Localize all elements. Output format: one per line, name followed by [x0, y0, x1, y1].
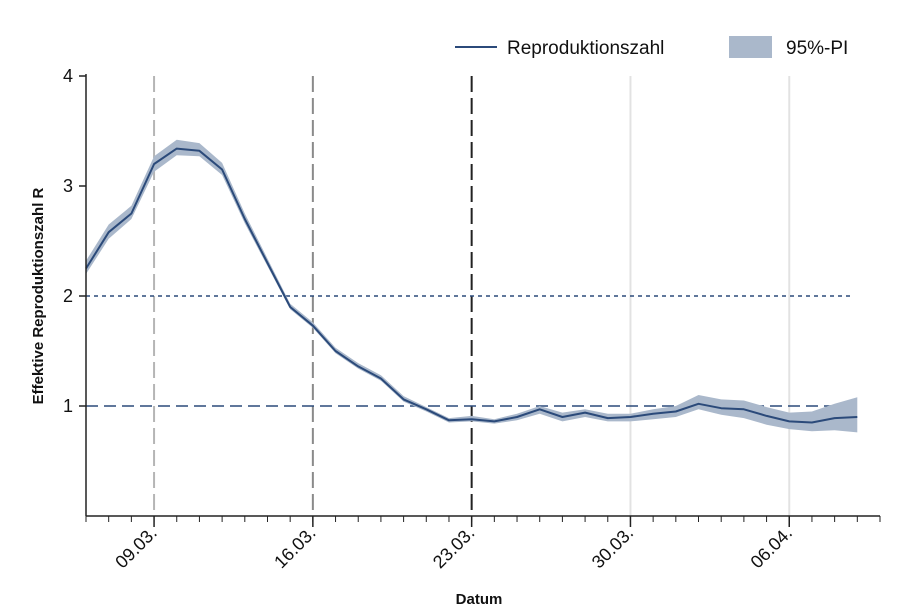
x-tick-label-09.03.: 09.03.	[111, 523, 161, 573]
x-tick-label-16.03.: 16.03.	[270, 523, 320, 573]
series-line-layer	[85, 147, 858, 424]
legend-label-95-pi: 95%-PI	[786, 38, 848, 59]
y-tick-label-4: 4	[63, 66, 73, 86]
x-tick-label-30.03.: 30.03.	[588, 523, 638, 573]
x-tick-label-23.03.: 23.03.	[429, 523, 479, 573]
series-line-reproduktionszahl	[85, 147, 858, 424]
legend-label-reproduktionszahl: Reproduktionszahl	[507, 38, 664, 59]
x-tick-label-06.04.: 06.04.	[747, 523, 797, 573]
x-axis-title: Datum	[456, 591, 503, 608]
reference-lines	[86, 295, 852, 407]
y-axis-title: Effektive Reproduktionszahl R	[30, 187, 47, 404]
legend-band-swatch	[729, 36, 772, 58]
y-tick-label-3: 3	[63, 176, 73, 196]
y-tick-label-2: 2	[63, 286, 73, 306]
legend: Reproduktionszahl 95%-PI	[455, 36, 848, 59]
y-tick-label-1: 1	[63, 396, 73, 416]
